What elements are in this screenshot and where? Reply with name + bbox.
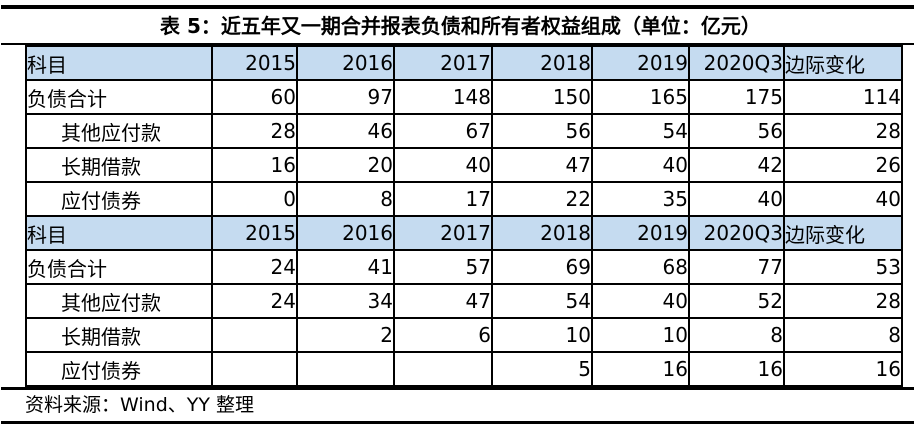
column-header: 2018: [491, 45, 593, 81]
cell-value: 24: [211, 249, 298, 285]
cell-value: 53: [783, 249, 903, 285]
cell-value: 28: [211, 113, 298, 149]
column-header: 2016: [296, 215, 395, 251]
cell-value: 148: [393, 79, 493, 115]
table-row: 其他应付款 28 46 67 56 54 56 28: [25, 113, 903, 149]
cell-value: 69: [491, 249, 593, 285]
cell-value: 57: [393, 249, 493, 285]
cell-value: 8: [688, 317, 785, 353]
cell-value: 16: [688, 351, 785, 387]
financial-table: 科目 2015 2016 2017 2018 2019 2020Q3 边际变化 负债合计 60 97…: [25, 45, 903, 387]
cell-value: [393, 351, 493, 387]
cell-value: 24: [211, 283, 298, 319]
cell-value: 35: [591, 181, 690, 217]
cell-value: 40: [783, 181, 903, 217]
column-header: 2015: [211, 45, 298, 81]
column-header: 2015: [211, 215, 298, 251]
cell-value: 20: [296, 147, 395, 183]
cell-value: 28: [783, 283, 903, 319]
cell-value: [211, 317, 298, 353]
column-header: 2018: [491, 215, 593, 251]
row-label: 其他应付款: [25, 113, 213, 149]
cell-value: 150: [491, 79, 593, 115]
cell-value: 47: [491, 147, 593, 183]
cell-value: 46: [296, 113, 395, 149]
cell-value: 47: [393, 283, 493, 319]
cell-value: 8: [296, 181, 395, 217]
cell-value: 41: [296, 249, 395, 285]
column-header: 2019: [591, 45, 690, 81]
row-label: 应付债券: [25, 181, 213, 217]
cell-value: 6: [393, 317, 493, 353]
cell-value: 34: [296, 283, 395, 319]
table-row: 其他应付款 24 34 47 54 40 52 28: [25, 283, 903, 319]
cell-value: 16: [211, 147, 298, 183]
title-underline-rule: [1, 43, 914, 45]
cell-value: [211, 351, 298, 387]
column-header: 边际变化: [783, 45, 903, 81]
cell-value: 40: [393, 147, 493, 183]
cell-value: 68: [591, 249, 690, 285]
cell-value: 175: [688, 79, 785, 115]
table-header-row: 科目 2015 2016 2017 2018 2019 2020Q3 边际变化: [25, 215, 903, 251]
row-label: 长期借款: [25, 317, 213, 353]
row-label: 应付债券: [25, 351, 213, 387]
cell-value: 97: [296, 79, 395, 115]
cell-value: 54: [591, 113, 690, 149]
source-note: 资料来源：Wind、YY 整理: [25, 394, 255, 416]
cell-value: 26: [783, 147, 903, 183]
column-header-subject: 科目: [25, 45, 213, 81]
column-header: 2017: [393, 45, 493, 81]
cell-value: 8: [783, 317, 903, 353]
cell-value: 42: [688, 147, 785, 183]
cell-value: 165: [591, 79, 690, 115]
table-row: 负债合计 24 41 57 69 68 77 53: [25, 249, 903, 285]
row-label: 负债合计: [25, 249, 213, 285]
cell-value: 56: [688, 113, 785, 149]
table-header-row: 科目 2015 2016 2017 2018 2019 2020Q3 边际变化: [25, 45, 903, 81]
cell-value: 56: [491, 113, 593, 149]
table-bottom-rule: [1, 387, 914, 390]
financial-table-body: 科目 2015 2016 2017 2018 2019 2020Q3 边际变化 负债合计 60 97…: [25, 45, 903, 387]
top-rule: [1, 5, 914, 9]
cell-value: 54: [491, 283, 593, 319]
table-title: 表 5：近五年又一期合并报表负债和所有者权益组成（单位：亿元）: [160, 14, 761, 38]
cell-value: 17: [393, 181, 493, 217]
table-row: 应付债券 5 16 16 16: [25, 351, 903, 387]
cell-value: 40: [591, 283, 690, 319]
column-header: 边际变化: [783, 215, 903, 251]
cell-value: 60: [211, 79, 298, 115]
column-header: 2020Q3: [688, 215, 785, 251]
row-label: 负债合计: [25, 79, 213, 115]
cell-value: 114: [783, 79, 903, 115]
column-header-subject: 科目: [25, 215, 213, 251]
cell-value: 0: [211, 181, 298, 217]
cell-value: 28: [783, 113, 903, 149]
cell-value: 16: [783, 351, 903, 387]
column-header: 2016: [296, 45, 395, 81]
cell-value: 40: [688, 181, 785, 217]
column-header: 2019: [591, 215, 690, 251]
column-header: 2020Q3: [688, 45, 785, 81]
cell-value: 10: [591, 317, 690, 353]
cell-value: 77: [688, 249, 785, 285]
cell-value: 10: [491, 317, 593, 353]
cell-value: 22: [491, 181, 593, 217]
cell-value: 2: [296, 317, 395, 353]
row-label: 长期借款: [25, 147, 213, 183]
cell-value: 5: [491, 351, 593, 387]
table-row: 负债合计 60 97 148 150 165 175 114: [25, 79, 903, 115]
table-row: 长期借款 16 20 40 47 40 42 26: [25, 147, 903, 183]
table-row: 长期借款 2 6 10 10 8 8: [25, 317, 903, 353]
cell-value: [296, 351, 395, 387]
bottom-rule: [1, 421, 914, 424]
column-header: 2017: [393, 215, 493, 251]
cell-value: 52: [688, 283, 785, 319]
cell-value: 16: [591, 351, 690, 387]
table-row: 应付债券 0 8 17 22 35 40 40: [25, 181, 903, 217]
cell-value: 40: [591, 147, 690, 183]
cell-value: 67: [393, 113, 493, 149]
row-label: 其他应付款: [25, 283, 213, 319]
